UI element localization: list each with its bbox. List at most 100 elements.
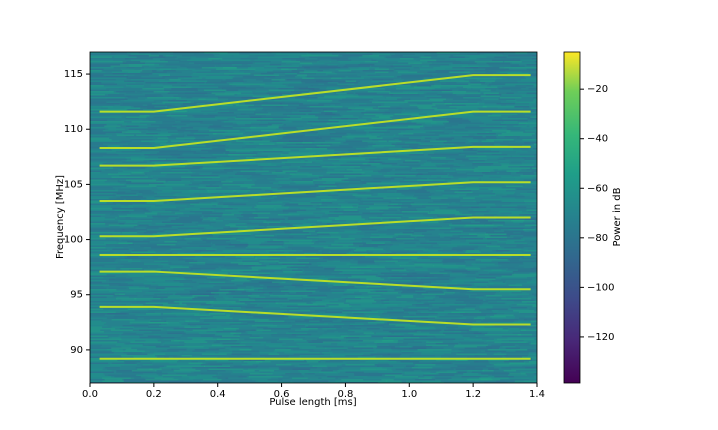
noise (390, 247, 404, 249)
noise (213, 128, 245, 130)
noise (294, 109, 327, 111)
noise (283, 311, 320, 313)
noise (367, 322, 385, 324)
noise (102, 130, 140, 132)
noise (392, 155, 407, 157)
noise (102, 70, 139, 72)
noise (169, 79, 181, 81)
noise (217, 112, 234, 114)
noise (133, 356, 165, 358)
noise (206, 238, 237, 240)
noise (385, 266, 415, 268)
noise (112, 248, 129, 250)
noise (321, 199, 358, 201)
noise (522, 139, 537, 141)
noise (485, 173, 511, 175)
noise (439, 235, 459, 237)
noise (90, 104, 115, 106)
noise (439, 331, 467, 333)
noise (338, 121, 372, 123)
noise (107, 119, 143, 121)
noise (164, 308, 191, 310)
noise (231, 325, 253, 327)
noise (429, 58, 446, 60)
noise (106, 124, 118, 126)
noise (295, 143, 323, 145)
noise (324, 212, 343, 214)
noise (389, 302, 424, 304)
noise (480, 80, 495, 82)
noise (114, 82, 136, 84)
noise (397, 98, 411, 100)
noise (90, 341, 117, 343)
noise (319, 242, 338, 244)
noise (395, 325, 416, 327)
noise (139, 115, 150, 117)
noise (203, 215, 222, 217)
noise (298, 260, 334, 262)
noise (133, 209, 149, 211)
noise (168, 131, 184, 133)
noise (90, 334, 120, 336)
noise (90, 299, 115, 301)
noise (465, 155, 487, 157)
noise (156, 179, 194, 181)
noise (251, 154, 284, 156)
noise (123, 352, 142, 354)
noise (465, 241, 491, 243)
noise (118, 242, 133, 244)
noise (409, 137, 425, 139)
noise (334, 128, 373, 130)
noise (107, 98, 127, 100)
noise (160, 262, 172, 264)
noise (112, 73, 152, 75)
noise (264, 65, 299, 67)
noise (374, 260, 398, 262)
noise (355, 119, 367, 121)
noise (452, 62, 477, 64)
noise (463, 350, 481, 352)
noise (404, 79, 443, 81)
noise (141, 140, 168, 142)
noise (270, 62, 302, 64)
noise (205, 188, 217, 190)
noise (146, 347, 170, 349)
noise (90, 169, 124, 171)
noise (389, 314, 415, 316)
noise (251, 197, 274, 199)
noise (348, 185, 374, 187)
noise (345, 364, 375, 366)
noise (172, 305, 210, 307)
frequency-track (99, 110, 531, 149)
noise (90, 380, 111, 382)
noise (431, 197, 448, 199)
noise (521, 290, 534, 292)
noise (329, 287, 357, 289)
noise (233, 251, 270, 253)
noise (375, 290, 388, 292)
noise (355, 196, 387, 198)
noise (240, 113, 275, 115)
noise (244, 250, 277, 252)
noise (479, 377, 509, 379)
noise (327, 194, 339, 196)
noise (394, 289, 426, 291)
noise (151, 331, 186, 333)
noise (482, 106, 515, 108)
noise (329, 173, 362, 175)
noise (445, 320, 476, 322)
noise (277, 139, 313, 141)
noise (225, 179, 253, 181)
noise (466, 55, 503, 57)
noise (520, 94, 536, 96)
noise (406, 274, 444, 276)
noise (169, 263, 198, 265)
noise (215, 244, 249, 246)
noise (511, 274, 537, 276)
noise (181, 97, 193, 99)
noise (225, 370, 242, 372)
noise (469, 67, 505, 69)
noise (130, 190, 152, 192)
noise (532, 305, 537, 307)
noise (494, 293, 530, 295)
